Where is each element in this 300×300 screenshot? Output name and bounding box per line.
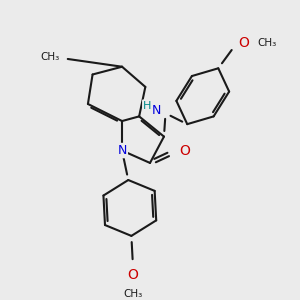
Text: N: N (152, 104, 161, 117)
Text: O: O (179, 143, 191, 158)
Text: O: O (128, 268, 138, 283)
Text: O: O (238, 37, 249, 50)
Text: H: H (143, 100, 152, 110)
Text: N: N (117, 144, 127, 157)
Text: CH₃: CH₃ (41, 52, 60, 62)
Text: CH₃: CH₃ (257, 38, 276, 49)
Text: CH₃: CH₃ (123, 289, 142, 299)
